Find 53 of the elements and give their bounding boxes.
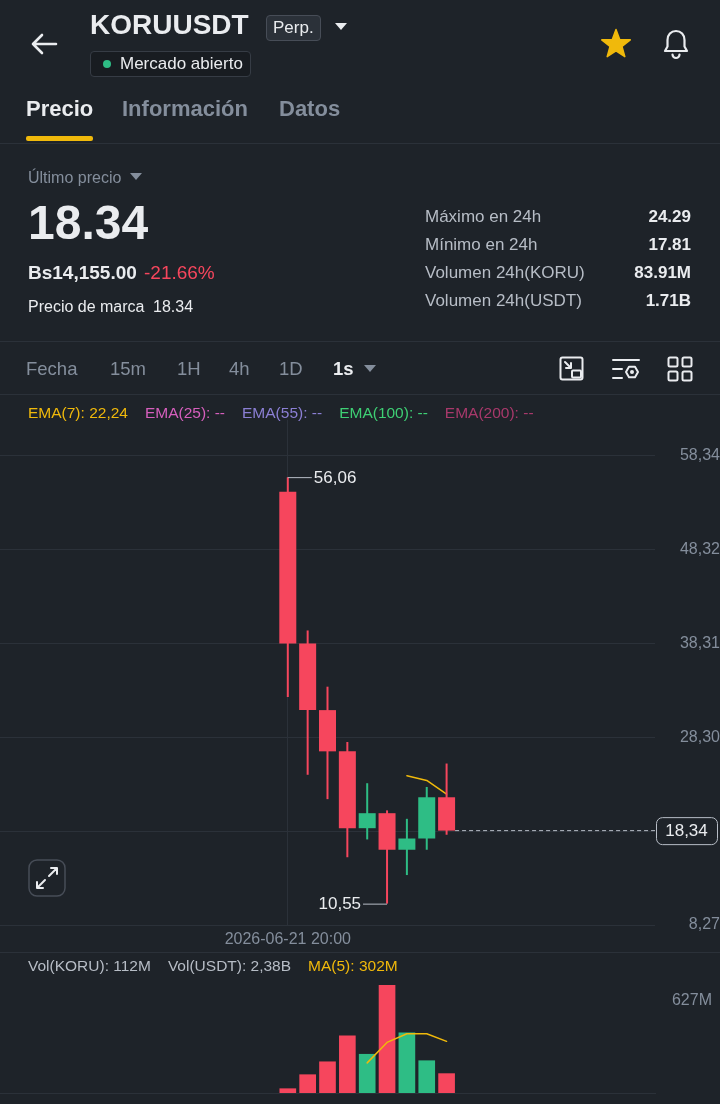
legend-label: EMA(200): -- [444,403,534,423]
y-tick-label: 38,31 [679,633,720,651]
bar [398,1032,416,1093]
bar [319,1061,336,1093]
status-badge: Mercado abierto [90,51,251,77]
text: MA(5): 302M [308,956,398,976]
text: 18.34 [153,296,194,316]
y-tick-label: 58,34 [679,446,720,464]
bar [279,1088,297,1093]
text: KORUUSDT [90,8,249,42]
text: 83.91M [634,263,691,283]
ref-line-label: 18,34 [665,821,708,841]
text: Información [122,96,248,122]
text: Precio de marca [28,296,145,316]
text: Precio [26,96,94,122]
text: 15m [110,358,146,380]
text: 4h [229,358,250,380]
bar [358,1053,376,1093]
text: Mínimo en 24h [425,235,538,255]
text: Fecha [26,358,78,380]
bar [378,985,396,1093]
text: 1H [177,358,201,380]
text: Volumen 24h(USDT) [425,291,582,311]
text: Volumen 24h(KORU) [425,263,585,283]
y-tick-label: 48,32 [679,540,720,558]
text: 1s [333,358,354,380]
x-tick-label: 2026-06-21 20:00 [224,930,352,948]
annotation: 10,55 [318,894,362,914]
text: Vol(KORU): 112M [28,956,151,976]
text: -21.66% [144,260,215,284]
text: Perp. [266,15,321,41]
text: 18.34 [28,195,149,251]
text: 1.71B [645,291,691,311]
text: EMA(7): 22,24 [28,403,128,423]
bar [299,1074,316,1093]
bar [438,1073,455,1093]
text: 17.81 [648,235,691,255]
y-tick-label: 28,30 [679,727,720,745]
y-tick-label: 8,27 [688,915,720,933]
legend-label: EMA(100): -- [339,403,428,423]
text: Máximo en 24h [425,207,542,227]
text: 627M [671,989,712,1009]
text: Bs14,155.00 [28,260,137,284]
text: Datos [279,96,341,122]
bar [418,1060,436,1093]
text: 24.29 [648,207,691,227]
legend-label: EMA(25): -- [144,403,226,423]
text: Vol(USDT): 2,38B [167,956,292,976]
text: 1D [279,358,303,380]
annotation: 56,06 [313,467,357,487]
bar [339,1035,356,1093]
text: Último precio [28,167,122,187]
legend-label: EMA(55): -- [242,403,323,423]
